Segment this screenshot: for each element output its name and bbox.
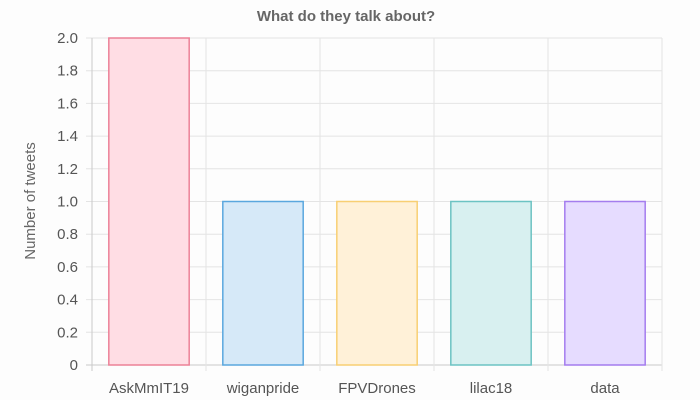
y-tick-label: 1.2 [57,161,78,178]
y-tick-label: 2.0 [57,30,78,47]
chart-title: What do they talk about? [257,8,435,25]
y-tick-label: 0.6 [57,259,78,276]
x-tick-labels: AskMmIT19 wiganpride FPVDrones lilac18 data [109,380,620,397]
y-tick-label: 1.4 [57,128,78,145]
y-tick-label: 1.0 [57,194,78,211]
x-tick-label: lilac18 [470,380,513,397]
x-tick-label: AskMmIT19 [109,380,189,397]
bar-lilac18 [450,200,532,366]
bars [108,37,646,366]
bar-askmmit19 [108,37,190,366]
y-tick-label: 0.2 [57,324,78,341]
bar-wiganpride [222,200,304,366]
bar-data [564,200,646,366]
y-tick-label: 0.4 [57,292,78,309]
y-tick-label: 0.8 [57,226,78,243]
x-tick-label: FPVDrones [338,380,416,397]
bar-fpvdrones [336,200,418,366]
y-tick-labels: 0 0.2 0.4 0.6 0.8 1.0 1.2 1.4 1.6 1.8 2.0 [57,30,78,374]
y-tick-label: 0 [70,357,78,374]
x-tick-label: data [590,380,620,397]
y-tick-label: 1.8 [57,63,78,80]
x-tick-label: wiganpride [226,380,300,397]
y-axis-label: Number of tweets [22,142,39,260]
y-tick-label: 1.6 [57,95,78,112]
